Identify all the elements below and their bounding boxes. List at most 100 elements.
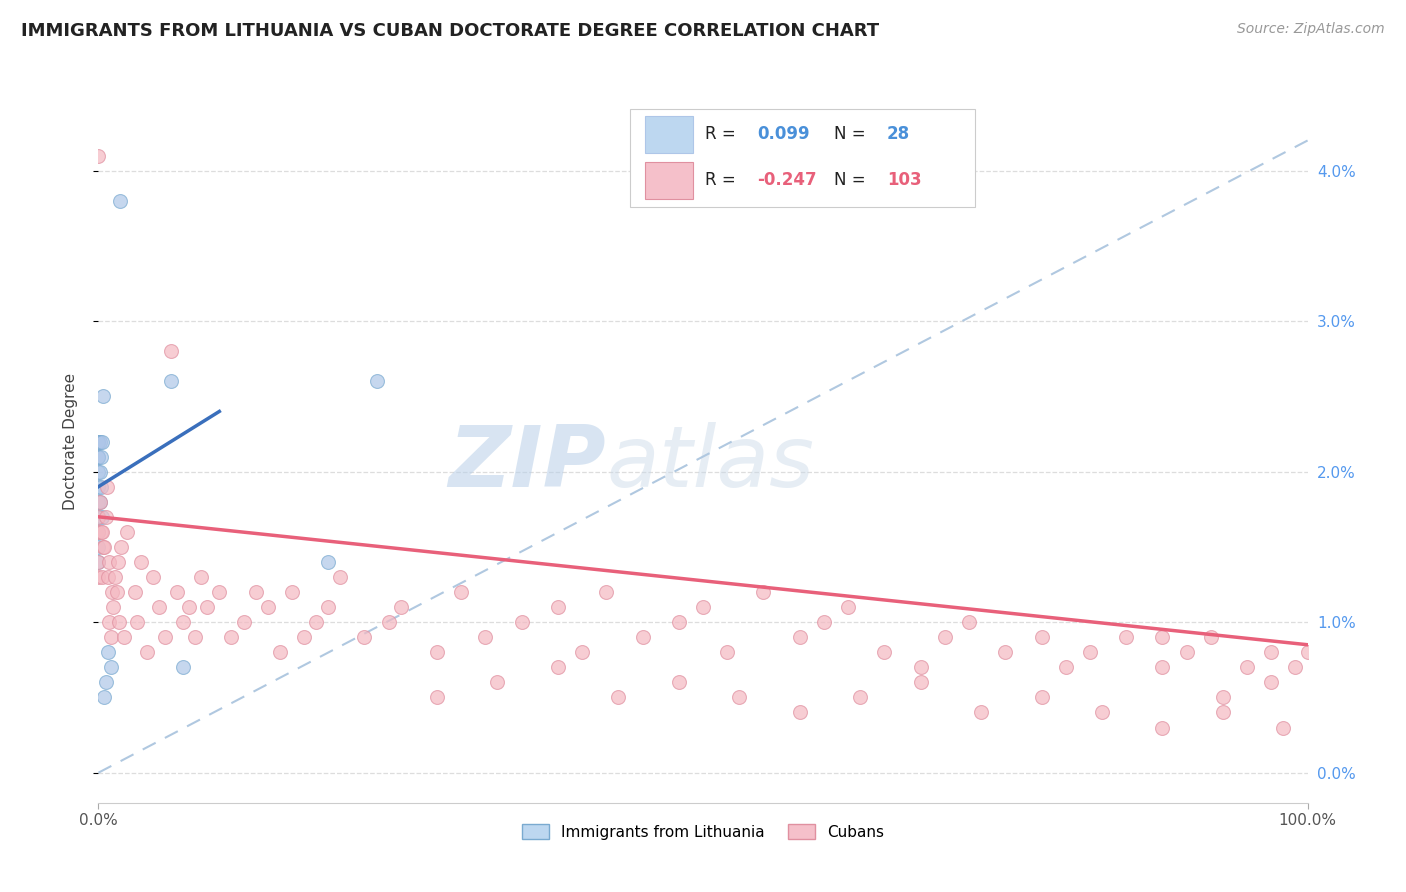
Text: atlas: atlas: [606, 422, 814, 505]
Point: [87, 480, 110, 494]
Point: [96, 480, 118, 494]
FancyBboxPatch shape: [630, 109, 976, 207]
Point: [87, 450, 110, 464]
Text: Source: ZipAtlas.com: Source: ZipAtlas.com: [1237, 22, 1385, 37]
Point: [90, 524, 112, 539]
Point: [571, 645, 593, 659]
Point: [179, 600, 201, 615]
Point: [595, 585, 617, 599]
Point: [117, 524, 139, 539]
Point: [728, 690, 751, 705]
Point: [98, 615, 121, 630]
Text: ZIP: ZIP: [449, 422, 606, 505]
Point: [172, 615, 194, 630]
Point: [87, 434, 110, 449]
FancyBboxPatch shape: [645, 116, 693, 153]
Point: [110, 540, 132, 554]
Point: [994, 645, 1017, 659]
Point: [208, 585, 231, 599]
Point: [837, 600, 859, 615]
Point: [160, 375, 183, 389]
Point: [89, 434, 111, 449]
Text: IMMIGRANTS FROM LITHUANIA VS CUBAN DOCTORATE DEGREE CORRELATION CHART: IMMIGRANTS FROM LITHUANIA VS CUBAN DOCTO…: [21, 22, 879, 40]
Point: [450, 585, 472, 599]
Point: [1296, 645, 1319, 659]
Text: R =: R =: [706, 171, 737, 189]
Point: [1152, 630, 1174, 644]
Point: [89, 494, 111, 508]
Point: [160, 344, 183, 359]
Point: [426, 645, 449, 659]
Point: [105, 585, 128, 599]
Point: [1152, 721, 1174, 735]
Point: [353, 630, 375, 644]
Point: [98, 555, 121, 569]
Point: [89, 465, 111, 479]
Point: [1054, 660, 1077, 674]
Point: [166, 585, 188, 599]
Point: [377, 615, 399, 630]
Point: [135, 645, 157, 659]
Point: [100, 630, 122, 644]
Text: R =: R =: [706, 125, 737, 143]
Point: [316, 600, 339, 615]
Point: [607, 690, 630, 705]
Point: [87, 524, 110, 539]
Point: [153, 630, 176, 644]
Point: [112, 630, 135, 644]
Point: [305, 615, 328, 630]
Point: [256, 600, 278, 615]
Point: [221, 630, 243, 644]
Point: [148, 600, 170, 615]
Point: [100, 660, 122, 674]
Point: [1284, 660, 1306, 674]
Point: [426, 690, 449, 705]
Point: [716, 645, 738, 659]
Point: [87, 524, 110, 539]
Point: [1260, 645, 1282, 659]
Text: 0.099: 0.099: [758, 125, 810, 143]
Point: [281, 585, 304, 599]
Point: [91, 524, 114, 539]
Point: [104, 570, 127, 584]
Point: [184, 630, 207, 644]
Point: [90, 450, 112, 464]
Point: [97, 570, 120, 584]
Point: [93, 540, 115, 554]
Point: [195, 600, 218, 615]
Point: [97, 645, 120, 659]
Point: [1031, 690, 1053, 705]
Legend: Immigrants from Lithuania, Cubans: Immigrants from Lithuania, Cubans: [516, 818, 890, 846]
Point: [668, 615, 690, 630]
Point: [1260, 675, 1282, 690]
Point: [631, 630, 654, 644]
Point: [1236, 660, 1258, 674]
Point: [91, 509, 114, 524]
Point: [87, 555, 110, 569]
Point: [329, 570, 352, 584]
Point: [87, 465, 110, 479]
Point: [87, 434, 110, 449]
Point: [1078, 645, 1101, 659]
Point: [190, 570, 212, 584]
Text: N =: N =: [834, 125, 865, 143]
Point: [547, 660, 569, 674]
Point: [108, 615, 131, 630]
Point: [87, 494, 110, 508]
Point: [89, 494, 111, 508]
Point: [87, 540, 110, 554]
Text: -0.247: -0.247: [758, 171, 817, 189]
Text: 103: 103: [887, 171, 921, 189]
Point: [269, 645, 291, 659]
Point: [813, 615, 835, 630]
Point: [692, 600, 714, 615]
Point: [93, 690, 115, 705]
Point: [510, 615, 533, 630]
Point: [910, 675, 932, 690]
Point: [124, 585, 146, 599]
Point: [1212, 706, 1234, 720]
Point: [849, 690, 872, 705]
Point: [91, 389, 114, 403]
Point: [87, 509, 110, 524]
Point: [389, 600, 412, 615]
